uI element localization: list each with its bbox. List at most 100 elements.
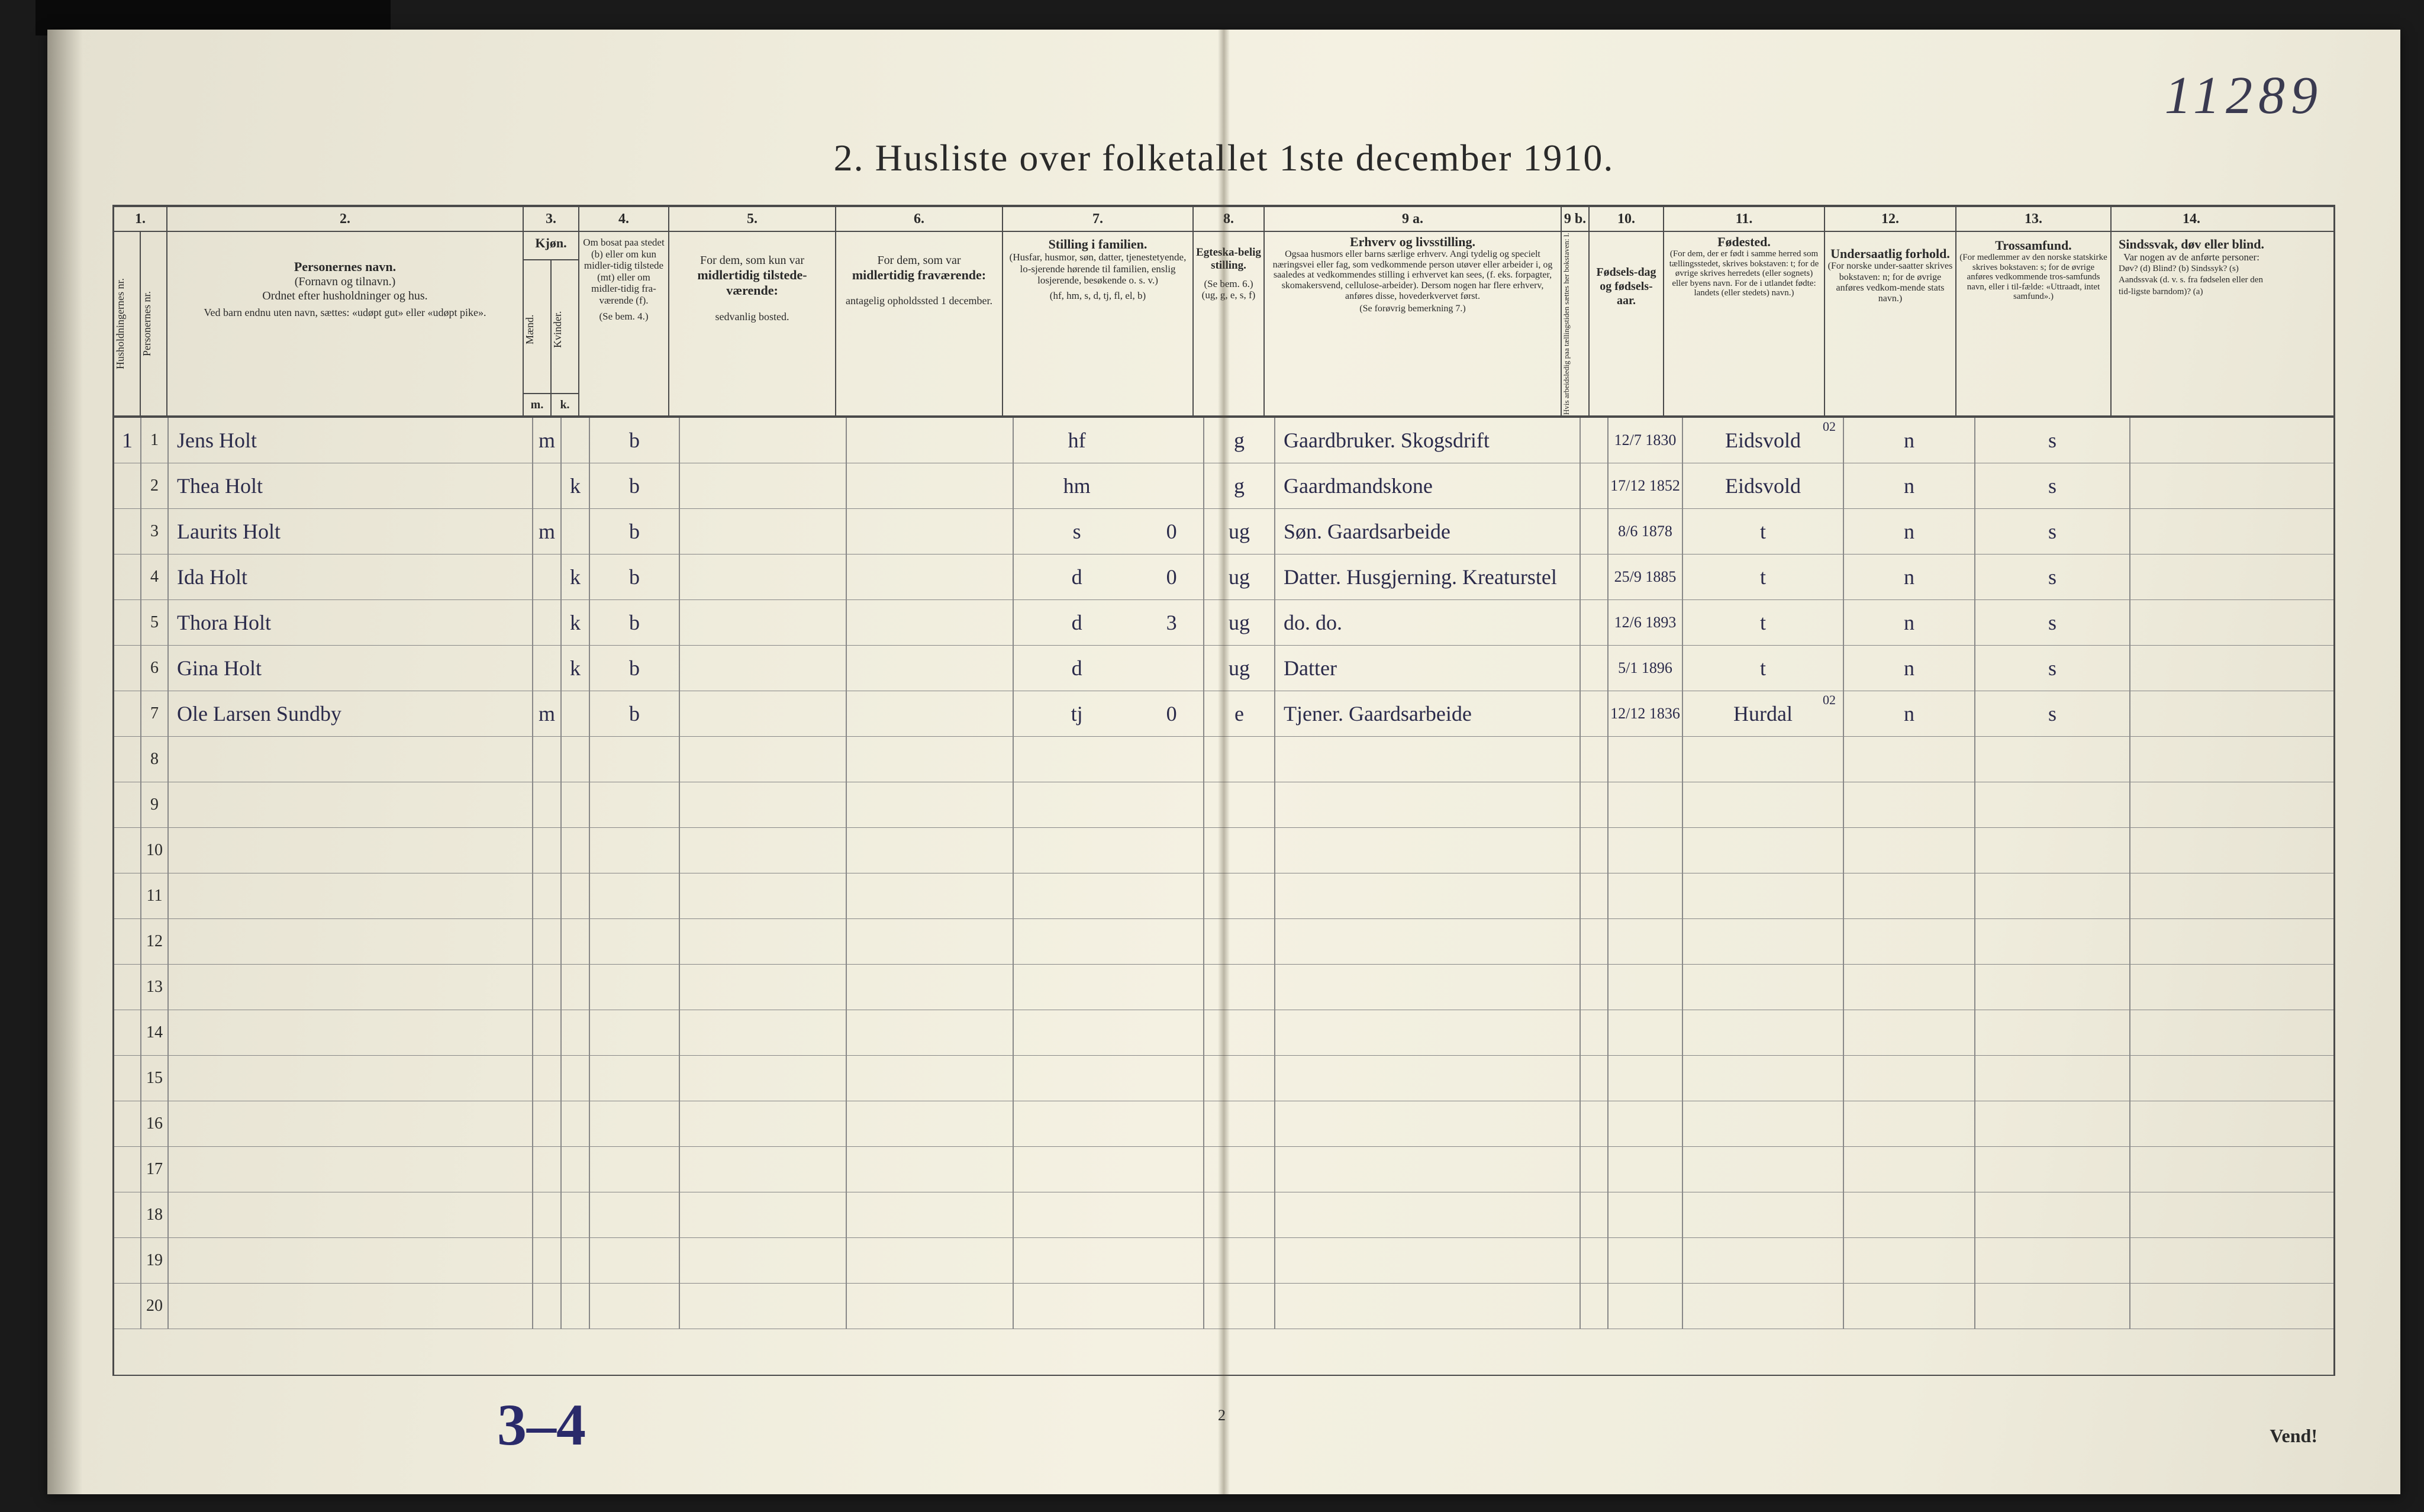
cell (1581, 1238, 1609, 1283)
cell (847, 418, 1014, 463)
cell: Thea Holt (169, 463, 533, 508)
hdr-residence-sub: (Se bem. 4.) (579, 308, 668, 325)
cell (1014, 1101, 1204, 1146)
cell (847, 1101, 1014, 1146)
cell (1683, 965, 1844, 1010)
cell (1581, 1284, 1609, 1329)
col-num-9a: 9 a. (1265, 207, 1562, 231)
cell (1581, 691, 1609, 736)
cell: 14 (141, 1010, 169, 1055)
hdr-c11-sub: (For dem, der er født i samme herred som… (1666, 249, 1822, 298)
cell (1683, 737, 1844, 782)
cell: b (590, 646, 680, 691)
cell (1683, 1101, 1844, 1146)
cell (169, 782, 533, 827)
cell: Ida Holt (169, 554, 533, 599)
cell (114, 509, 141, 554)
cell (562, 509, 590, 554)
data-rows: 11Jens HoltmbhfgGaardbruker. Skogsdrift1… (114, 418, 2333, 1329)
cell: hm (1014, 463, 1204, 508)
cell (562, 1284, 590, 1329)
cell (169, 965, 533, 1010)
table-row: 16 (114, 1101, 2333, 1147)
cell (114, 1101, 141, 1146)
cell (2130, 1056, 2290, 1101)
cell (590, 1192, 680, 1237)
hdr-hh-no: Husholdningernes nr. (114, 232, 127, 415)
cell (1609, 965, 1683, 1010)
cell (847, 828, 1014, 873)
cell: d (1014, 646, 1204, 691)
table-row: 10 (114, 828, 2333, 873)
cell (680, 646, 847, 691)
hdr-c6-3: antagelig opholdssted 1 december. (840, 295, 998, 308)
cell: n (1844, 509, 1975, 554)
cell: 17 (141, 1147, 169, 1192)
cell (1581, 509, 1609, 554)
cell: ug (1204, 509, 1275, 554)
page-edge-shadow (47, 30, 83, 1494)
cell (169, 1010, 533, 1055)
cell (533, 782, 562, 827)
cell (2130, 737, 2290, 782)
cell (1609, 737, 1683, 782)
cell (1844, 828, 1975, 873)
cell (1975, 965, 2130, 1010)
table-row: 13 (114, 965, 2333, 1010)
vend-label: Vend! (2270, 1425, 2317, 1447)
cell (847, 463, 1014, 508)
cell (1014, 873, 1204, 918)
cell (1204, 737, 1275, 782)
cell (1275, 919, 1581, 964)
cell (1204, 1056, 1275, 1101)
cell (680, 1238, 847, 1283)
cell: Datter (1275, 646, 1581, 691)
viewport: 11289 2. Husliste over folketallet 1ste … (0, 0, 2424, 1512)
cell (114, 1056, 141, 1101)
cell (533, 965, 562, 1010)
hdr-person-no: Personernes nr. (141, 232, 153, 415)
cell (169, 919, 533, 964)
cell: t (1683, 554, 1844, 599)
cell (1844, 1192, 1975, 1237)
cell (847, 782, 1014, 827)
table-row: 4Ida Holtkbd0ugDatter. Husgjerning. Krea… (114, 554, 2333, 600)
cell: 8 (141, 737, 169, 782)
cell (1683, 919, 1844, 964)
cell: 12/12 1836 (1609, 691, 1683, 736)
sheet-number-annotation: 11289 (2165, 65, 2323, 126)
cell (1204, 782, 1275, 827)
cell (169, 873, 533, 918)
cell (1683, 782, 1844, 827)
cell: 3 (141, 509, 169, 554)
cell (114, 737, 141, 782)
cell (1014, 737, 1204, 782)
hdr-c13: Trossamfund. (1959, 238, 2108, 253)
cell: Søn. Gaardsarbeide (1275, 509, 1581, 554)
cell (847, 1056, 1014, 1101)
cell (169, 1284, 533, 1329)
col-num-6: 6. (836, 207, 1003, 231)
col-num-10: 10. (1590, 207, 1664, 231)
cell: s (1975, 418, 2130, 463)
cell: s (1975, 600, 2130, 645)
table-row: 11 (114, 873, 2333, 919)
cell (680, 1284, 847, 1329)
table-row: 18 (114, 1192, 2333, 1238)
cell (1204, 1284, 1275, 1329)
table-row: 7Ole Larsen Sundbymbtj0eTjener. Gaardsar… (114, 691, 2333, 737)
cell: t (1683, 646, 1844, 691)
hdr-c5-1: For dem, som kun var (673, 253, 831, 267)
cell (1609, 919, 1683, 964)
cell (169, 1192, 533, 1237)
cell (590, 1056, 680, 1101)
table-row: 8 (114, 737, 2333, 782)
cell: g (1204, 463, 1275, 508)
cell (680, 737, 847, 782)
cell (2130, 1284, 2290, 1329)
cell: n (1844, 600, 1975, 645)
cell (1683, 1192, 1844, 1237)
cell (1844, 1238, 1975, 1283)
cell: 8/6 1878 (1609, 509, 1683, 554)
cell (1975, 1147, 2130, 1192)
